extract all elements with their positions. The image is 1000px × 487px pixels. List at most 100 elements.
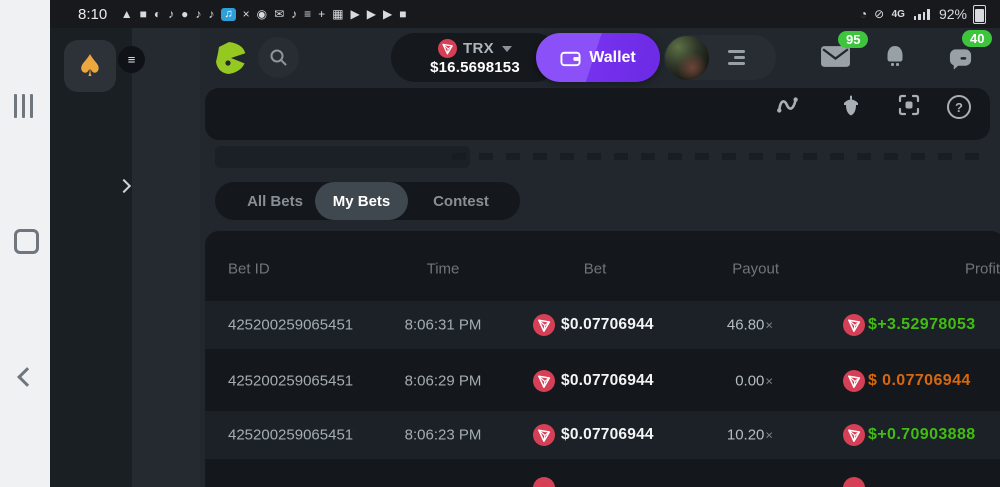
trx-coin-icon [843,314,865,336]
notification-icon: ▲ [120,7,133,21]
notification-icon: + [318,7,326,21]
header-payout: Payout [732,260,779,278]
bet-amount: $0.07706944 [561,426,654,443]
notification-icon: × [242,7,250,21]
notification-icon: ≡ [304,7,312,21]
bet-time: 8:06:29 PM [404,372,482,390]
sidebar-collapse-button[interactable]: ≡ [118,46,145,73]
spade-icon: ♠ [76,48,104,84]
search-button[interactable] [258,37,299,78]
header-bet: Bet [583,260,607,278]
trx-coin-icon [438,39,458,58]
battery-icon [973,4,986,24]
notification-icon: ✉ [274,7,285,21]
payout-multiplier: 0.00× [735,372,773,390]
bet-amount: $0.07706944 [561,372,654,389]
header-profit: Profit [964,260,1000,278]
table-row[interactable]: 4252002590654517 8:06:23 PM $0.07706944 … [205,411,1000,459]
chat-icon[interactable] [948,47,973,71]
bet-id: 4252002590654517 [228,426,354,444]
clock: 8:10 [78,5,108,23]
notification-icon-highlighted: ♫ [221,7,236,21]
notification-icon: ■ [399,7,407,21]
payout-multiplier: 10.20× [726,426,773,444]
notification-icon: ♪ [168,7,175,21]
sidebar-item-poker[interactable]: ♠ [64,40,116,92]
notification-icon: ■ [139,7,147,21]
wallet-label: Wallet [589,48,636,66]
chat-badge: 40 [962,30,993,47]
search-icon [270,49,287,66]
notification-icon: ▦ [332,7,344,21]
bet-amount: $0.07706944 [561,316,654,333]
menu-icon: ≡ [127,52,136,67]
tab-all-bets[interactable]: All Bets [247,192,303,210]
trx-coin-icon [533,370,555,392]
fairness-seed-icon[interactable] [839,93,863,117]
notification-icon: ▶ [366,7,376,21]
notification-icon: ♪ [208,7,215,21]
header-time: Time [426,260,460,278]
game-footer-card: ? [205,88,990,140]
notification-icon: ● [181,7,189,21]
trx-coin-icon-partial [843,477,865,487]
bet-time: 8:06:23 PM [404,426,482,444]
avatar[interactable] [665,36,709,80]
recents-button[interactable] [14,94,33,118]
wallet-button[interactable]: Wallet [536,33,660,82]
trx-coin-icon-partial [533,477,555,487]
home-button[interactable] [14,229,39,254]
bet-id: 4252002590654517 [228,316,354,334]
status-bar: 8:10 ▲ ■ ◐ ♪ ● ♪ ♪ ♫ × ◉ ✉ ♪ ≡ + ▦ ▶ ▶ ▶… [50,0,1000,28]
notification-icon: ▶ [383,7,393,21]
android-navigation-bar [0,0,50,487]
payout-multiplier: 46.80× [726,316,773,334]
currency-selector[interactable]: TRX $16.5698153 [391,33,559,82]
question-mark-icon: ? [955,99,963,115]
table-header-row: Bet ID Time Bet Payout Profit [205,245,1000,293]
header-bet-id: Bet ID [228,260,270,278]
table-row[interactable]: 4252002590654517 8:06:31 PM $0.07706944 … [205,301,1000,349]
trx-coin-icon [843,424,865,446]
profit-amount: $+0.70903888 [868,426,976,443]
chevron-down-icon [501,45,512,52]
scrolled-content-ghost [215,146,470,168]
notification-icon: ♪ [291,7,298,21]
bet-id: 4252002590654517 [228,372,354,390]
sidebar-games-rail [132,28,200,487]
bet-time: 8:06:31 PM [404,316,482,334]
notification-icon: ◐ [153,7,162,21]
scrolled-content-dashes [452,153,988,160]
battery-percent: 92% [938,6,967,22]
sidebar-primary [50,28,132,487]
bets-table: Bet ID Time Bet Payout Profit 4252002590… [205,231,1000,487]
help-button[interactable]: ? [947,95,971,119]
profit-amount: $ 0.07706944 [868,372,971,389]
tab-contest[interactable]: Contest [433,192,489,210]
profile-menu-icon[interactable] [728,50,745,65]
balance-amount: $16.5698153 [430,59,520,76]
notifications-bell-icon[interactable] [882,44,908,70]
currency-code: TRX [463,40,494,57]
trends-icon[interactable] [776,93,800,117]
notification-icon: ▶ [350,7,360,21]
bc-game-logo[interactable] [212,40,248,76]
trx-coin-icon [533,424,555,446]
back-button[interactable] [17,367,37,387]
mute-icon: ⊘ [874,7,885,21]
wallet-icon [560,51,581,66]
alarm-icon: ◔ [859,7,868,21]
trx-coin-icon [533,314,555,336]
tab-my-bets[interactable]: My Bets [315,182,408,220]
theater-mode-icon[interactable] [897,93,921,117]
notification-icon: ♪ [195,7,202,21]
trx-coin-icon [843,370,865,392]
table-row[interactable]: 4252002590654517 8:06:29 PM $0.07706944 … [205,355,1000,407]
mail-icon[interactable] [820,45,851,68]
bets-tabs: All Bets My Bets Contest [215,182,520,220]
notification-icon: ◉ [256,7,268,21]
network-type-label: 4G [891,8,905,20]
profit-amount: $+3.52978053 [868,316,976,333]
signal-strength-icon [913,8,930,20]
